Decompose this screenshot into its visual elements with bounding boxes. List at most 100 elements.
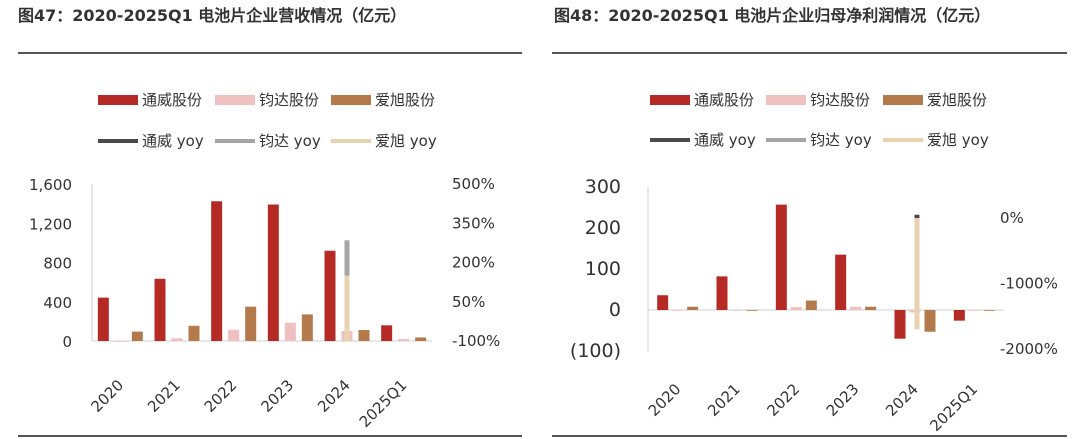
bar-通威股份-2022	[775, 204, 787, 310]
bar-钧达股份-2023	[850, 306, 862, 310]
legend-label-通威股份: 通威股份	[694, 91, 754, 109]
legend-swatch-钧达股份	[215, 95, 255, 105]
bar-爱旭股份-2023	[301, 314, 313, 341]
y-right-tick-label: -1000%	[1000, 275, 1058, 293]
x-tick-label: 2024	[314, 376, 354, 416]
legend-label-通威股份: 通威股份	[142, 91, 202, 109]
yoy-mark-爱旭-yoy-2024	[344, 275, 350, 341]
legend-label-通威-yoy: 通威 yoy	[142, 132, 204, 150]
bar-通威股份-2023	[835, 254, 847, 310]
legend-label-爱旭-yoy: 爱旭 yoy	[375, 132, 437, 150]
y-left-tick-label: 1,600	[29, 176, 72, 194]
legend-label-钧达股份: 钧达股份	[810, 91, 870, 109]
legend-label-爱旭股份: 爱旭股份	[375, 91, 435, 109]
y-left-tick-label: 0	[62, 333, 72, 351]
y-right-tick-label: -100%	[452, 332, 500, 350]
x-tick-label: 2021	[704, 380, 744, 420]
legend-label-通威-yoy: 通威 yoy	[694, 131, 756, 149]
bar-钧达股份-2022	[228, 329, 240, 341]
x-tick-label: 2025Q1	[356, 376, 411, 431]
legend-swatch-通威股份	[650, 95, 690, 105]
x-tick-label: 2024	[882, 380, 922, 420]
bar-通威股份-2024	[894, 310, 906, 339]
legend-swatch-爱旭股份	[883, 95, 923, 105]
bar-爱旭股份-2024	[358, 330, 370, 341]
bar-通威股份-2020	[97, 297, 109, 341]
bar-钧达股份-2021	[171, 338, 183, 341]
legend-label-爱旭股份: 爱旭股份	[927, 91, 987, 109]
bar-通威股份-2023	[267, 204, 279, 341]
legend-label-钧达-yoy: 钧达 yoy	[810, 131, 872, 149]
y-left-tick-label: 1,200	[29, 215, 72, 233]
bar-钧达股份-2021	[731, 310, 743, 311]
bar-爱旭股份-2021	[188, 325, 200, 341]
y-right-tick-label: 350%	[452, 214, 495, 232]
bar-通威股份-2025Q1	[953, 310, 965, 321]
x-tick-label: 2023	[823, 380, 863, 420]
title-rule	[18, 52, 522, 54]
bar-爱旭股份-2023	[865, 306, 877, 310]
x-tick-label: 2022	[201, 376, 241, 416]
y-left-tick-label: 200	[585, 217, 621, 239]
y-left-tick-label: 800	[43, 255, 72, 273]
bar-通威股份-2022	[211, 201, 223, 341]
x-tick-label: 2025Q1	[926, 380, 981, 435]
bar-通威股份-2025Q1	[381, 325, 393, 341]
chart-title: 图47：2020-2025Q1 电池片企业营收情况（亿元）	[18, 6, 407, 25]
y-left-tick-label: 100	[585, 258, 621, 280]
bar-爱旭股份-2024	[924, 310, 936, 332]
bar-钧达股份-2022	[790, 307, 802, 310]
y-left-tick-label: 0	[609, 299, 621, 321]
bar-钧达股份-2023	[284, 322, 296, 341]
y-right-tick-label: 200%	[452, 254, 495, 272]
bottom-rule	[552, 435, 1067, 437]
net-profit-chart-panel: 图48：2020-2025Q1 电池片企业归母净利润情况（亿元） 通威股份 钧达股…	[540, 0, 1080, 439]
bar-爱旭股份-2022	[805, 300, 817, 310]
y-left-tick-label: 300	[585, 176, 621, 198]
bottom-rule	[18, 435, 522, 437]
bar-爱旭股份-2021	[746, 310, 758, 311]
bar-爱旭股份-2025Q1	[983, 310, 995, 311]
y-left-tick-label: (100)	[570, 340, 621, 362]
bar-爱旭股份-2020	[687, 306, 699, 310]
y-left-tick-label: 400	[43, 294, 72, 312]
bar-爱旭股份-2025Q1	[415, 337, 427, 341]
legend-label-钧达-yoy: 钧达 yoy	[259, 132, 321, 150]
bar-通威股份-2020	[657, 295, 669, 310]
bar-钧达股份-2020	[672, 310, 684, 311]
legend-swatch-钧达股份	[766, 95, 806, 105]
bar-爱旭股份-2020	[131, 331, 143, 341]
legend-swatch-钧达-yoy	[215, 139, 255, 143]
legend-swatch-通威-yoy	[650, 138, 690, 142]
bar-通威股份-2021	[716, 276, 728, 310]
bar-爱旭股份-2022	[245, 306, 257, 341]
x-tick-label: 2023	[257, 376, 297, 416]
legend-swatch-爱旭股份	[331, 95, 371, 105]
legend-swatch-钧达-yoy	[766, 138, 806, 142]
bar-钧达股份-2025Q1	[968, 310, 980, 311]
bar-通威股份-2021	[154, 278, 166, 341]
bar-钧达股份-2020	[114, 341, 126, 342]
legend-swatch-通威-yoy	[98, 139, 138, 143]
title-rule	[552, 52, 1067, 54]
revenue-chart-panel: 图47：2020-2025Q1 电池片企业营收情况（亿元） 通威股份 钧达股份 爱旭…	[18, 6, 522, 437]
bar-通威股份-2024	[324, 250, 336, 341]
bar-钧达股份-2025Q1	[398, 339, 410, 341]
chart-title: 图48：2020-2025Q1 电池片企业归母净利润情况（亿元）	[554, 6, 991, 25]
y-right-tick-label: 50%	[452, 293, 485, 311]
x-tick-label: 2021	[144, 376, 184, 416]
legend-swatch-爱旭-yoy	[883, 138, 923, 142]
legend-label-爱旭-yoy: 爱旭 yoy	[927, 131, 989, 149]
x-tick-label: 2020	[87, 376, 127, 416]
yoy-mark-通威-yoy-2024	[914, 214, 920, 218]
x-tick-label: 2020	[645, 380, 685, 420]
legend-swatch-爱旭-yoy	[331, 139, 371, 143]
y-right-tick-label: -2000%	[1000, 340, 1058, 358]
legend-label-钧达股份: 钧达股份	[259, 91, 319, 109]
y-right-tick-label: 0%	[1000, 209, 1024, 227]
yoy-mark-爱旭-yoy-2024	[914, 218, 920, 330]
x-tick-label: 2022	[763, 380, 803, 420]
legend-swatch-通威股份	[98, 95, 138, 105]
